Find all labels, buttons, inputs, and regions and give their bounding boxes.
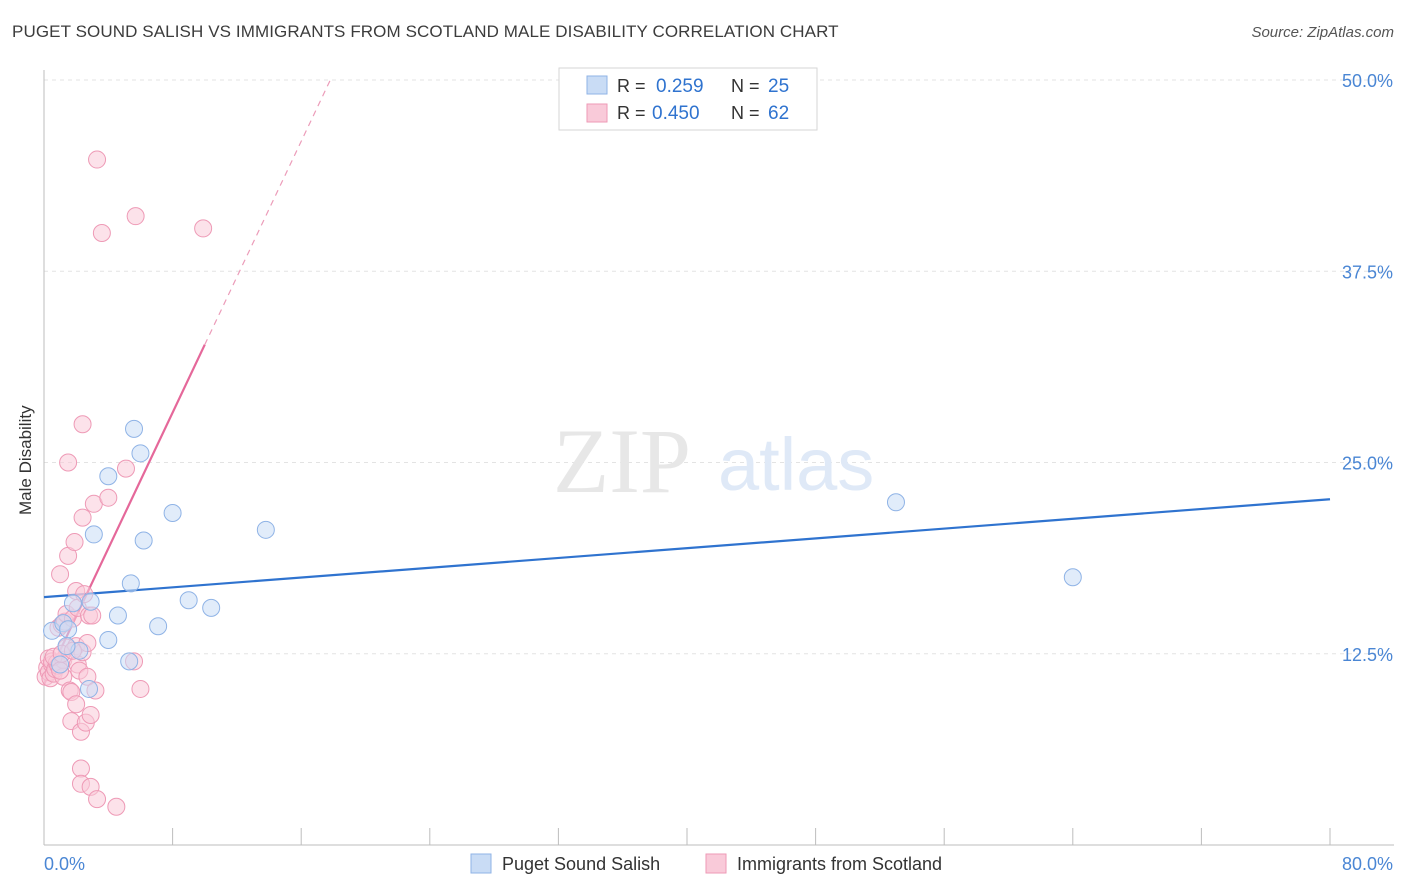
legend-n-label-pink: N = <box>731 103 760 123</box>
point-immigrants-from-scotland <box>73 508 92 527</box>
point-puget-sound-salish <box>81 592 100 611</box>
data-points <box>36 150 1082 816</box>
point-immigrants-from-scotland <box>88 150 107 169</box>
legend-n-value-blue: 25 <box>768 76 789 97</box>
y-tick-label: 12.5% <box>1342 645 1393 665</box>
point-immigrants-from-scotland <box>65 533 84 552</box>
correlation-legend: R = 0.259 N = 25 R = 0.450 N = 62 <box>558 67 818 131</box>
trend-lines <box>43 76 1331 685</box>
point-puget-sound-salish <box>99 630 118 649</box>
point-puget-sound-salish <box>179 591 198 610</box>
point-puget-sound-salish <box>125 419 144 438</box>
point-puget-sound-salish <box>80 679 99 698</box>
point-immigrants-from-scotland <box>92 224 111 242</box>
y-tick-label: 50.0% <box>1342 71 1393 91</box>
point-puget-sound-salish <box>59 620 78 639</box>
point-immigrants-from-scotland <box>116 459 135 478</box>
legend-swatch-pink <box>586 103 608 123</box>
axes <box>43 70 1394 846</box>
point-puget-sound-salish <box>131 444 150 463</box>
point-puget-sound-salish <box>99 467 118 486</box>
point-immigrants-from-scotland <box>194 219 213 238</box>
point-puget-sound-salish <box>134 531 153 550</box>
legend-r-value-pink: 0.450 <box>652 103 700 124</box>
y-tick-label: 37.5% <box>1342 262 1393 282</box>
legend-r-label-pink: R = <box>617 103 646 123</box>
chart-title: PUGET SOUND SALISH VS IMMIGRANTS FROM SC… <box>12 22 839 41</box>
point-puget-sound-salish <box>1063 568 1082 587</box>
watermark-zip: ZIP <box>553 410 691 512</box>
point-immigrants-from-scotland <box>67 695 86 714</box>
point-immigrants-from-scotland <box>107 797 126 816</box>
y-tick-labels: 12.5% 25.0% 37.5% 50.0% <box>1342 71 1393 665</box>
point-puget-sound-salish <box>886 493 905 512</box>
point-immigrants-from-scotland <box>88 790 107 809</box>
point-immigrants-from-scotland <box>126 207 145 226</box>
series-legend: Puget Sound Salish Immigrants from Scotl… <box>470 853 942 874</box>
point-immigrants-from-scotland <box>131 679 150 698</box>
point-puget-sound-salish <box>121 574 140 593</box>
x-tick-label-max: 80.0% <box>1342 854 1393 874</box>
bottom-legend-label-blue: Puget Sound Salish <box>502 854 660 874</box>
legend-r-label-blue: R = <box>617 76 646 96</box>
point-puget-sound-salish <box>163 503 182 522</box>
y-axis-title: Male Disability <box>16 405 35 515</box>
y-tick-label: 25.0% <box>1342 454 1393 474</box>
legend-n-value-pink: 62 <box>768 103 789 124</box>
point-puget-sound-salish <box>149 617 168 636</box>
point-immigrants-from-scotland <box>71 759 90 778</box>
legend-n-label-blue: N = <box>731 76 760 96</box>
point-immigrants-from-scotland <box>51 565 70 584</box>
bottom-legend-label-pink: Immigrants from Scotland <box>737 854 942 874</box>
bottom-legend-swatch-blue <box>470 853 492 874</box>
bottom-legend-swatch-pink <box>705 853 727 874</box>
point-immigrants-from-scotland <box>59 453 78 472</box>
trend-line-extension <box>204 76 333 345</box>
point-puget-sound-salish <box>63 594 82 613</box>
legend-r-value-blue: 0.259 <box>656 76 704 97</box>
point-immigrants-from-scotland <box>99 488 118 507</box>
point-puget-sound-salish <box>256 520 275 539</box>
gridlines <box>44 79 1394 655</box>
watermark-atlas: atlas <box>718 423 874 506</box>
point-puget-sound-salish <box>108 606 127 625</box>
point-puget-sound-salish <box>57 637 76 656</box>
point-puget-sound-salish <box>120 652 139 671</box>
legend-swatch-blue <box>586 75 608 95</box>
point-puget-sound-salish <box>51 655 70 674</box>
x-tick-labels: 0.0% 80.0% <box>44 854 1393 874</box>
source-credit: Source: ZipAtlas.com <box>1251 24 1394 41</box>
x-tick-label-min: 0.0% <box>44 854 85 874</box>
point-immigrants-from-scotland <box>81 705 100 724</box>
point-puget-sound-salish <box>202 598 221 617</box>
watermark: ZIP atlas <box>553 410 874 512</box>
trend-line-puget-sound-salish <box>43 498 1331 599</box>
point-puget-sound-salish <box>84 525 103 544</box>
point-immigrants-from-scotland <box>73 415 92 434</box>
